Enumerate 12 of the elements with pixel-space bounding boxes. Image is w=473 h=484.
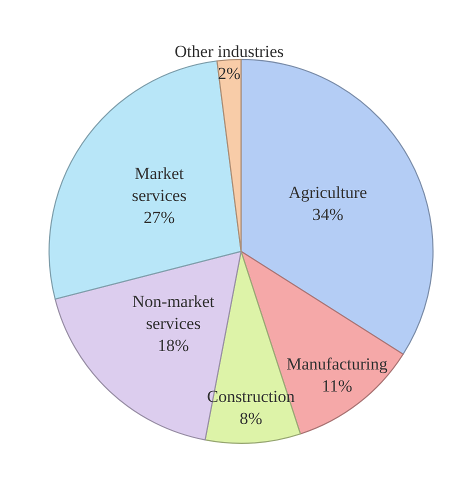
slice-label: Agriculture [288,183,367,202]
data-label: 34% [312,205,344,224]
data-label: 2% [218,64,241,84]
slice-label: Manufacturing [286,354,388,374]
slice-label: Other industries [174,42,284,62]
slice-label: Construction [206,387,296,406]
data-label: 18% [158,336,189,356]
data-label: 11% [322,376,352,396]
data-label: 8% [240,409,262,428]
slice-label: Market services [132,164,187,206]
data-label: 27% [144,208,175,228]
slice-label: Non-market services [132,292,215,334]
